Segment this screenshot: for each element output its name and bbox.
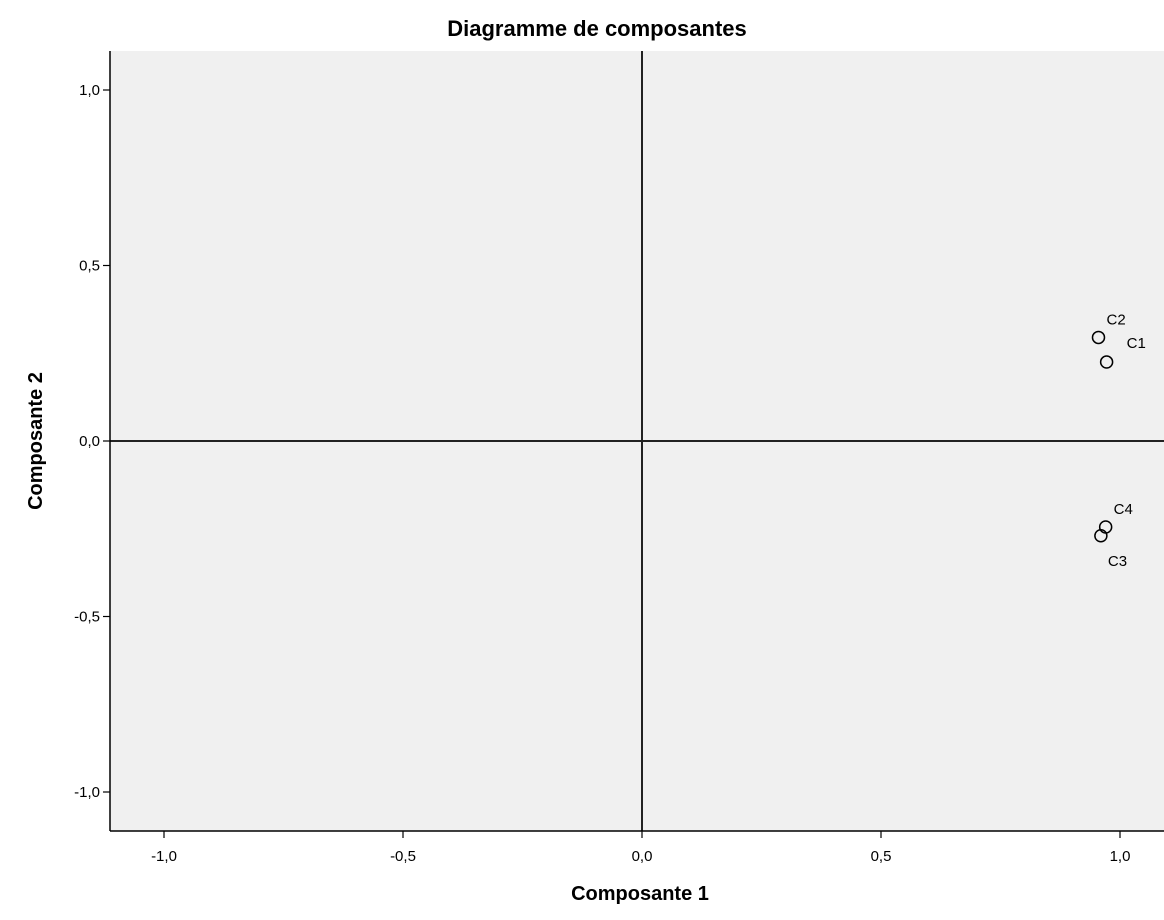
x-tick-label: -1,0 (151, 848, 177, 865)
y-tick-label: -0,5 (74, 609, 100, 626)
x-axis-title: Composante 1 (571, 883, 709, 905)
reference-lines (110, 51, 1164, 831)
chart-title: Diagramme de composantes (447, 16, 747, 41)
data-point-c2 (1091, 330, 1106, 345)
data-point-c3 (1094, 529, 1108, 543)
y-tick-label: 0,0 (79, 433, 100, 450)
point-label-c2: C2 (1106, 311, 1125, 328)
y-axis-title: Composante 2 (25, 372, 47, 510)
x-tick-label: 0,0 (632, 848, 653, 865)
data-point-c1 (1099, 355, 1114, 369)
y-tick-label: -1,0 (74, 784, 100, 801)
x-axis: -1,0 -0,5 0,0 0,5 1,0 (151, 831, 1130, 865)
x-tick-label: -0,5 (390, 848, 416, 865)
point-label-c4: C4 (1114, 501, 1133, 518)
point-label-c1: C1 (1127, 335, 1146, 352)
y-tick-label: 0,5 (79, 258, 100, 275)
x-tick-label: 1,0 (1110, 848, 1131, 865)
y-axis: -1,0 -0,5 0,0 0,5 1,0 (74, 82, 110, 801)
x-tick-label: 0,5 (871, 848, 892, 865)
y-tick-label: 1,0 (79, 82, 100, 99)
point-label-c3: C3 (1108, 553, 1127, 570)
